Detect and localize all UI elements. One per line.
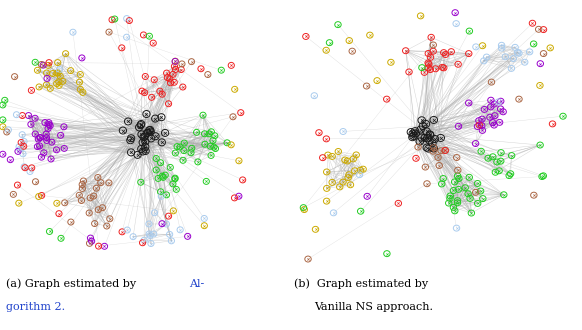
- Text: Al-: Al-: [189, 279, 204, 289]
- Text: Vanilla NS approach.: Vanilla NS approach.: [314, 302, 433, 312]
- Text: (a) Graph estimated by: (a) Graph estimated by: [6, 279, 140, 289]
- Text: (b)  Graph estimated by: (b) Graph estimated by: [294, 279, 428, 289]
- Text: gorithm 2.: gorithm 2.: [6, 302, 65, 312]
